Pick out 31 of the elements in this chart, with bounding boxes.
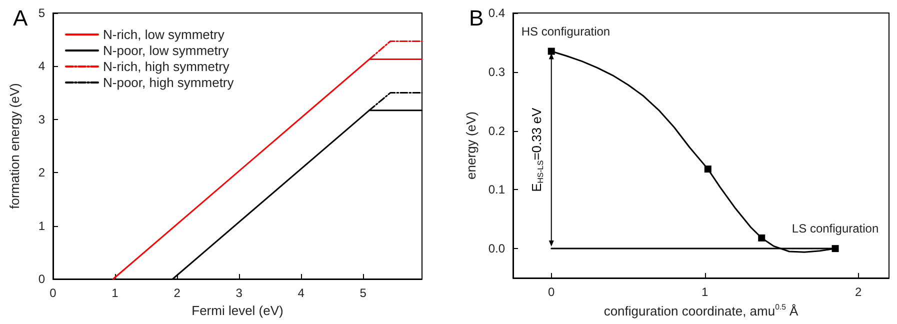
- y-tick-label: 0.1: [488, 182, 506, 197]
- legend-label: N-poor, low symmetry: [103, 43, 230, 58]
- y-tick-label: 1: [38, 218, 46, 233]
- x-tick-label: 5: [360, 286, 367, 300]
- y-tick-label: 0.0: [488, 242, 506, 256]
- y-tick-label: 0.3: [488, 64, 506, 79]
- y-tick-label: 5: [38, 6, 46, 20]
- y-tick-label: 0: [38, 272, 46, 286]
- legend-label: N-poor, high symmetry: [103, 75, 234, 90]
- legend-label: N-rich, low symmetry: [103, 27, 225, 42]
- annotation: LS configuration: [792, 222, 879, 236]
- chart-title: A: [13, 6, 28, 30]
- chart-title: B: [469, 6, 484, 30]
- x-tick-label: 4: [298, 286, 305, 300]
- legend-label: N-rich, high symmetry: [103, 59, 230, 74]
- y-tick-label: 4: [38, 59, 46, 74]
- y-tick-label: 0.4: [488, 6, 506, 20]
- x-tick-label: 1: [112, 286, 119, 300]
- x-tick-label: 0: [548, 285, 556, 299]
- x-tick-label: 0: [50, 286, 57, 300]
- y-axis-title: energy (eV): [463, 112, 478, 180]
- y-tick-label: 0.2: [488, 124, 506, 138]
- x-tick-label: 3: [236, 286, 243, 300]
- x-tick-label: 1: [701, 285, 708, 299]
- annotation: HS configuration: [521, 24, 610, 38]
- x-axis-title: Fermi level (eV): [192, 302, 284, 318]
- y-tick-label: 3: [38, 112, 46, 126]
- y-tick-label: 2: [38, 166, 46, 180]
- x-tick-label: 2: [854, 285, 862, 299]
- y-axis-title: formation energy (eV): [7, 83, 22, 209]
- x-tick-label: 2: [174, 286, 181, 300]
